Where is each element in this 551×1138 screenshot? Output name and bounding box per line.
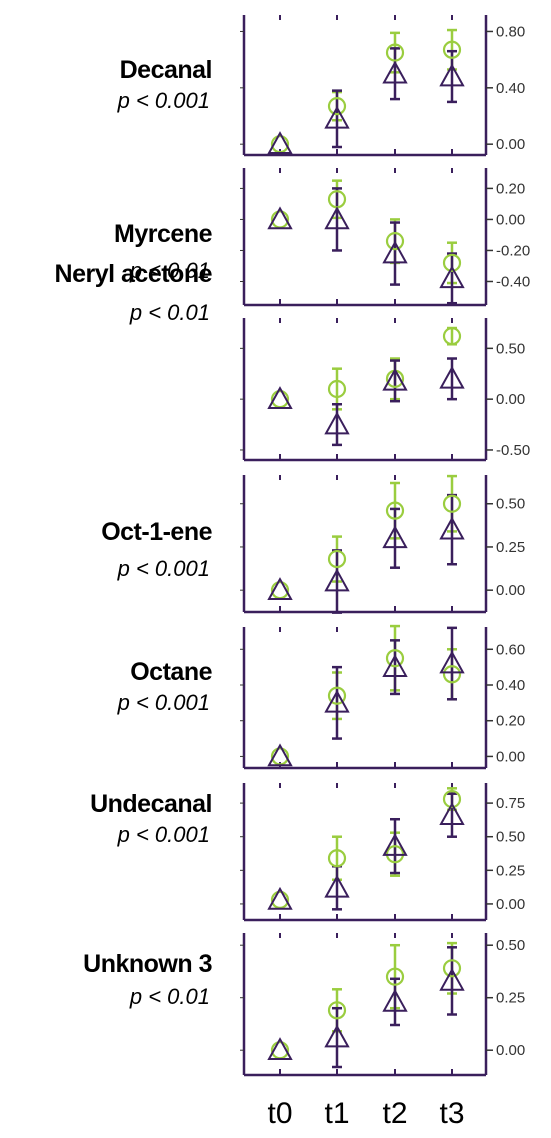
triangle-point (439, 516, 465, 540)
triangle-point (267, 386, 293, 409)
compound-label: Unknown 3 (83, 950, 212, 978)
y-tick-label: 0.50 (496, 829, 525, 846)
y-tick-label: 0.00 (496, 391, 525, 408)
y-tick-label: 0.00 (496, 748, 525, 765)
y-tick-label: 0.25 (496, 862, 525, 879)
x-tick-label-t2: t2 (382, 1097, 407, 1130)
triangle-point (382, 654, 408, 677)
circle-point (442, 665, 462, 684)
y-tick-label: 0.00 (496, 211, 525, 228)
circle-point (327, 379, 347, 399)
y-tick-label: 0.80 (496, 23, 525, 40)
triangle-point (267, 577, 293, 600)
triangle-point (267, 1037, 293, 1060)
circle-point (385, 232, 405, 251)
y-tick-label: -0.40 (496, 273, 530, 290)
y-tick-label: 0.00 (496, 896, 525, 913)
circle-point (327, 1001, 347, 1020)
circle-point (327, 97, 347, 116)
circle-point (385, 501, 405, 520)
y-tick-label: 0.20 (496, 713, 525, 730)
circle-point (385, 649, 405, 668)
x-tick-label-t1: t1 (324, 1097, 349, 1130)
circle-point (442, 494, 462, 513)
compound-label: Undecanal (90, 790, 212, 818)
triangle-point (382, 988, 408, 1012)
circle-point (442, 789, 462, 809)
triangle-point (324, 874, 350, 898)
compound-label: Myrcene (114, 220, 213, 248)
x-tick-label-t0: t0 (267, 1097, 292, 1130)
y-tick-label: 0.40 (496, 677, 525, 694)
compound-label: Oct-1-ene (101, 518, 212, 546)
triangle-point (439, 967, 465, 991)
triangle-point (439, 650, 465, 674)
triangle-point (324, 1024, 350, 1048)
compound-label: Decanal (120, 56, 212, 84)
triangle-point (267, 743, 293, 767)
y-tick-label: 0.00 (496, 582, 525, 599)
triangle-point (324, 411, 350, 435)
p-value-label: p < 0.01 (129, 300, 210, 325)
triangle-point (382, 525, 408, 549)
triangle-point (324, 105, 350, 129)
triangle-point (267, 131, 293, 154)
circle-point (327, 549, 347, 569)
panel-oct-1-ene: 0.50 0.25 0.00 Oct-1-ene p < 0.001 (101, 474, 525, 614)
x-tick-label-t3: t3 (439, 1097, 464, 1130)
circle-point (442, 253, 462, 272)
triangle-point (267, 206, 293, 230)
y-tick-label: 0.40 (496, 80, 525, 97)
panel-undecanal: 0.75 0.50 0.25 0.00 Undecanal p < 0.001 (90, 783, 525, 922)
circle-point (442, 327, 462, 346)
triangle-point (382, 60, 408, 84)
panel-octane: 0.60 0.40 0.20 0.00 Octane p < 0.001 (117, 624, 525, 770)
triangle-point (439, 63, 465, 87)
p-value-label: p < 0.001 (117, 556, 210, 581)
triangle-point (439, 365, 465, 389)
circle-point (385, 967, 405, 986)
panel-unknown-3: 0.50 0.25 0.00 Unknown 3 p < 0.01 (83, 933, 525, 1077)
triangle-point (324, 568, 350, 592)
y-tick-label: 0.00 (496, 1042, 525, 1059)
circle-point (442, 959, 462, 978)
y-tick-label: 0.50 (496, 340, 525, 357)
compound-label: Octane (130, 658, 212, 686)
p-value-label: p < 0.001 (117, 88, 210, 113)
y-tick-label: 0.50 (496, 496, 525, 513)
y-tick-label: 0.00 (496, 136, 525, 153)
triangle-point (324, 689, 350, 713)
circle-point (327, 849, 347, 868)
triangle-point (439, 265, 465, 289)
y-tick-label: -0.50 (496, 442, 530, 459)
triangle-point (324, 206, 350, 230)
compound-label: Neryl acetone (55, 260, 213, 288)
y-tick-label: 0.60 (496, 641, 525, 658)
y-tick-label: 0.25 (496, 539, 525, 556)
p-value-label: p < 0.001 (117, 690, 210, 715)
y-tick-label: 0.50 (496, 937, 525, 954)
triangle-point (382, 240, 408, 264)
circle-point (385, 43, 405, 62)
triangle-point (439, 802, 465, 825)
triangle-point (382, 367, 408, 391)
y-tick-label: -0.20 (496, 242, 530, 259)
y-tick-label: 0.75 (496, 795, 525, 812)
p-value-label: p < 0.001 (117, 822, 210, 847)
circle-point (442, 40, 462, 59)
circle-point (327, 686, 347, 705)
panel-myrcene: 0.20 0.00 -0.20 -0.40 Myrcene p < 0.01 (114, 168, 530, 307)
y-tick-label: 0.25 (496, 990, 525, 1007)
p-value-label: p < 0.01 (129, 258, 210, 283)
y-tick-label: 0.20 (496, 180, 525, 197)
triangle-point (267, 886, 293, 910)
panel-decanal: 0.00 0.40 0.80 Decanal p < 0.001 (117, 15, 525, 157)
p-value-label: p < 0.01 (129, 984, 210, 1009)
triangle-point (382, 833, 408, 856)
